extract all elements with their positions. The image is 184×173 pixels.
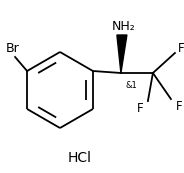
Text: F: F — [178, 42, 184, 54]
Text: &1: &1 — [126, 81, 138, 90]
Text: Br: Br — [6, 43, 20, 56]
Text: F: F — [137, 102, 143, 116]
Text: HCl: HCl — [68, 151, 92, 165]
Polygon shape — [117, 35, 127, 73]
Text: NH₂: NH₂ — [112, 20, 136, 33]
Text: F: F — [176, 101, 182, 113]
